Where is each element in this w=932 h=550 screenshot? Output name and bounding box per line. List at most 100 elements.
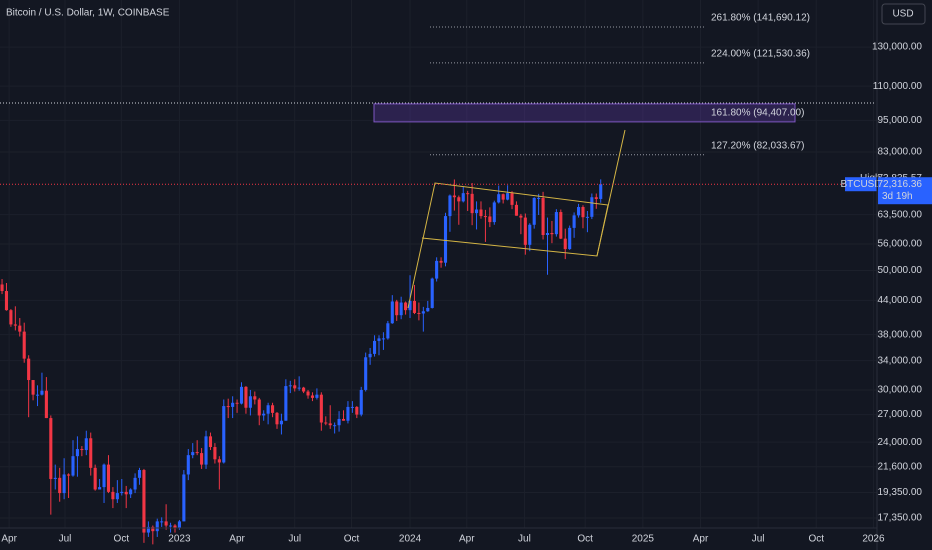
candle-body xyxy=(271,405,275,413)
x-tick-label: Jul xyxy=(518,534,531,545)
candle-body xyxy=(443,216,448,263)
candle-body xyxy=(151,526,155,532)
candle-body xyxy=(44,390,48,419)
candle-body xyxy=(0,284,4,292)
candle-body xyxy=(98,487,102,490)
candle-body xyxy=(448,195,452,217)
y-tick-label: 21,600.00 xyxy=(878,461,923,472)
candle-body xyxy=(35,394,40,396)
currency-button[interactable] xyxy=(881,3,926,25)
candle-body xyxy=(213,447,217,460)
candle-body xyxy=(13,324,17,326)
candle-body xyxy=(337,418,341,426)
symbol-tag xyxy=(845,177,877,192)
candle-body xyxy=(581,207,585,218)
fib-label: 224.00% (121,530.36) xyxy=(711,48,810,59)
candle-body xyxy=(439,260,443,263)
candles xyxy=(0,179,603,545)
last-price: 72,316.36 xyxy=(878,179,923,190)
candle-body xyxy=(177,521,181,529)
candle-body xyxy=(563,238,567,250)
candle-body xyxy=(404,302,408,311)
candle-body xyxy=(102,464,106,488)
candle-body xyxy=(262,413,266,416)
y-tick-label: 17,350.00 xyxy=(878,513,923,524)
candle-body xyxy=(599,184,603,199)
candle-body xyxy=(18,325,22,332)
candle-body xyxy=(226,406,230,408)
candle-body xyxy=(399,302,403,316)
candle-body xyxy=(319,394,323,423)
x-tick-label: Oct xyxy=(577,534,593,545)
y-tick-label: 63,500.00 xyxy=(878,209,923,220)
candle-body xyxy=(75,449,79,457)
y-tick-label: 95,000.00 xyxy=(878,115,923,126)
candle-body xyxy=(160,521,164,523)
candle-body xyxy=(89,438,93,468)
candle-body xyxy=(568,227,572,250)
candle-body xyxy=(532,197,536,225)
candle-body xyxy=(576,207,581,216)
candle-body xyxy=(164,521,168,526)
candle-body xyxy=(368,353,372,358)
x-tick-label: 2024 xyxy=(399,534,422,545)
candle-body xyxy=(470,193,474,214)
y-tick-label: 56,000.00 xyxy=(878,239,923,250)
y-tick-label: 83,000.00 xyxy=(878,147,923,158)
candle-body xyxy=(364,357,368,390)
candle-body xyxy=(239,386,244,404)
fib-label: 127.20% (82,033.67) xyxy=(711,140,804,151)
x-tick-label: Apr xyxy=(229,534,245,545)
candle-body xyxy=(501,194,505,200)
candle-body xyxy=(275,412,279,425)
y-tick-label: 50,000.00 xyxy=(878,265,923,276)
candle-body xyxy=(461,193,465,202)
candle-body xyxy=(288,385,292,387)
y-tick-label: 38,000.00 xyxy=(878,329,923,340)
candle-body xyxy=(412,300,417,313)
candle-body xyxy=(195,452,199,454)
candle-body xyxy=(248,396,252,408)
candle-body xyxy=(231,402,235,407)
candle-body xyxy=(466,193,470,195)
candle-body xyxy=(9,310,13,325)
candle-body xyxy=(514,204,519,216)
candle-body xyxy=(372,340,377,354)
candle-body xyxy=(333,425,337,427)
candle-body xyxy=(497,194,501,203)
candle-body xyxy=(523,217,527,245)
candle-body xyxy=(559,212,563,239)
candle-body xyxy=(590,197,594,217)
candle-body xyxy=(310,395,315,398)
breakout-line xyxy=(596,129,626,257)
candle-body xyxy=(435,260,439,279)
candle-body xyxy=(31,380,35,395)
fib-label: 161.80% (94,407.00) xyxy=(711,108,804,119)
candle-body xyxy=(341,418,346,421)
x-tick-label: Apr xyxy=(1,534,17,545)
candle-body xyxy=(297,387,301,389)
candle-body xyxy=(182,474,186,522)
candle-body xyxy=(155,521,159,532)
candle-body xyxy=(426,307,430,312)
candle-body xyxy=(390,301,394,324)
x-tick-label: Oct xyxy=(808,534,824,545)
currency-label[interactable]: USD xyxy=(892,9,913,20)
candle-body xyxy=(528,224,532,245)
candle-body xyxy=(106,464,111,492)
candle-body xyxy=(537,197,541,199)
candle-body xyxy=(594,197,598,199)
candle-body xyxy=(40,390,44,395)
candle-body xyxy=(430,278,434,308)
grid xyxy=(0,0,877,528)
candle-body xyxy=(173,525,177,529)
y-tick-label: 110,000.00 xyxy=(873,81,923,92)
candle-body xyxy=(124,491,128,495)
axes: 17,350.00 19,350.00 21,600.00 24,000.00 27,0… xyxy=(1,42,922,545)
fib-zone xyxy=(373,103,796,123)
channel-drawing xyxy=(407,129,626,309)
price-tag xyxy=(878,177,932,205)
x-tick-label: Apr xyxy=(459,534,475,545)
fib-levels: 261.80% (141,690.12) 224.00% (121,530.36)… xyxy=(373,13,810,156)
candle-body xyxy=(22,331,26,359)
